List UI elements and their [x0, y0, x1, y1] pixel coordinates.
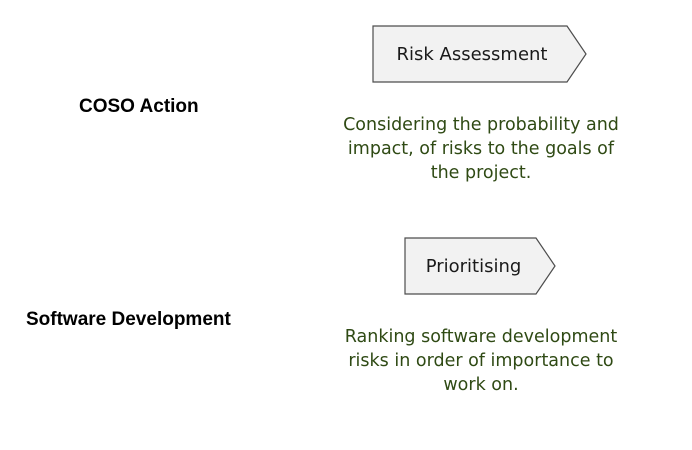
row-label-coso-action: COSO Action [79, 96, 199, 117]
step-arrow-risk-assessment: Risk Assessment [372, 25, 588, 83]
step-description-prioritising: Ranking software development risks in or… [310, 325, 652, 397]
description-line: risks in order of importance to [348, 351, 614, 371]
arrow-shape-icon [372, 25, 587, 83]
row-label-software-development: Software Development [26, 309, 231, 330]
description-line: work on. [443, 375, 519, 395]
step-label: Risk Assessment [396, 43, 548, 65]
description-line: Ranking software development [344, 327, 618, 347]
step-arrow-prioritising: Prioritising [404, 237, 557, 295]
description-line: Considering the probability and [343, 115, 619, 135]
step-description-risk-assessment: Considering the probability and impact, … [310, 113, 652, 185]
step-label: Prioritising [425, 255, 522, 277]
description-line: the project. [430, 163, 532, 183]
arrow-shape-icon [404, 237, 556, 295]
description-line: impact, of risks to the goals of [347, 139, 615, 159]
